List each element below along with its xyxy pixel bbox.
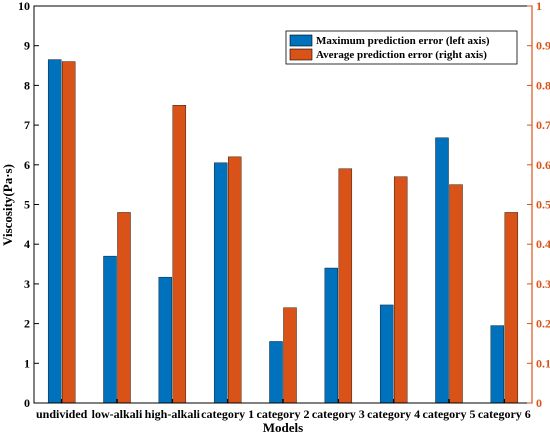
right-tick-label: 0 — [536, 396, 542, 410]
legend-swatch-max — [289, 34, 313, 47]
bar-avg-error-low-alkali — [117, 212, 131, 404]
right-tick-label: 0.6 — [536, 158, 550, 172]
right-tick-label: 0.7 — [536, 118, 550, 132]
right-tick-label: 0.9 — [536, 39, 550, 53]
bar-avg-error-undivided — [61, 61, 76, 404]
left-tick-label: 5 — [24, 198, 30, 212]
x-tick-label: low-alkali — [92, 407, 143, 421]
bar-avg-error-category-6 — [504, 212, 519, 404]
legend-swatch-avg — [289, 48, 313, 61]
bar-max-error-category-2 — [269, 341, 283, 404]
x-tick-label: undivided — [36, 407, 88, 421]
left-axis: 0 1 2 3 4 5 6 7 8 9 10 — [18, 0, 39, 410]
bar-avg-error-category-5 — [449, 184, 463, 404]
bar-avg-error-category-1 — [227, 156, 242, 404]
right-tick-label: 0.8 — [536, 78, 550, 92]
bar-max-error-category-3 — [324, 267, 339, 404]
left-tick-label: 1 — [24, 356, 30, 370]
bar-avg-error-high-alkali — [172, 105, 187, 404]
left-tick-label: 3 — [24, 277, 30, 291]
legend: Maximum prediction error (left axis) Ave… — [285, 30, 518, 65]
x-tick-label: category 3 — [312, 407, 365, 421]
y-axis-title-left: Viscosity(Pa·s) — [0, 164, 15, 246]
left-tick-label: 2 — [24, 317, 30, 331]
left-tick-label: 10 — [18, 0, 30, 13]
x-tick-label: category 5 — [423, 407, 476, 421]
x-tick-label: category 6 — [478, 407, 531, 421]
bar-avg-error-category-3 — [338, 168, 353, 404]
bar-max-error-low-alkali — [103, 255, 117, 404]
bar-max-error-high-alkali — [158, 276, 173, 404]
left-tick-label: 8 — [24, 78, 30, 92]
bars-layer — [47, 59, 519, 404]
legend-label-max: Maximum prediction error (left axis) — [316, 35, 490, 47]
bar-max-error-category-1 — [213, 162, 228, 404]
bar-max-error-category-4 — [379, 304, 394, 404]
right-tick-label: 1 — [536, 0, 542, 13]
right-tick-label: 0.4 — [536, 237, 550, 251]
left-tick-label: 9 — [24, 39, 30, 53]
x-tick-label: high-alkali — [145, 407, 201, 421]
x-axis-title: Models — [263, 420, 303, 435]
legend-label-avg: Average prediction error (right axis) — [316, 49, 487, 61]
legend-box — [285, 30, 518, 65]
left-tick-label: 0 — [24, 396, 30, 410]
bar-avg-error-category-4 — [393, 176, 408, 404]
x-tick-label: category 1 — [201, 407, 254, 421]
right-tick-label: 0.5 — [536, 198, 550, 212]
left-tick-label: 6 — [24, 158, 30, 172]
bar-max-error-category-5 — [435, 137, 449, 404]
bar-max-error-undivided — [47, 59, 62, 404]
x-tick-label: category 2 — [257, 407, 310, 421]
bar-max-error-category-6 — [490, 325, 505, 404]
x-tick-label: category 4 — [367, 407, 420, 421]
x-axis: undivided low-alkali high-alkali category 1… — [36, 399, 531, 421]
left-tick-label: 7 — [24, 118, 30, 132]
right-tick-label: 0.3 — [536, 277, 550, 291]
left-tick-label: 4 — [24, 237, 30, 251]
right-axis: 0 0.1 0.2 0.3 0.4 0.5 0.6 0.7 0.8 0.9 1 — [527, 0, 550, 410]
right-tick-label: 0.1 — [536, 356, 550, 370]
right-tick-label: 0.2 — [536, 317, 550, 331]
bar-avg-error-category-2 — [283, 307, 297, 404]
